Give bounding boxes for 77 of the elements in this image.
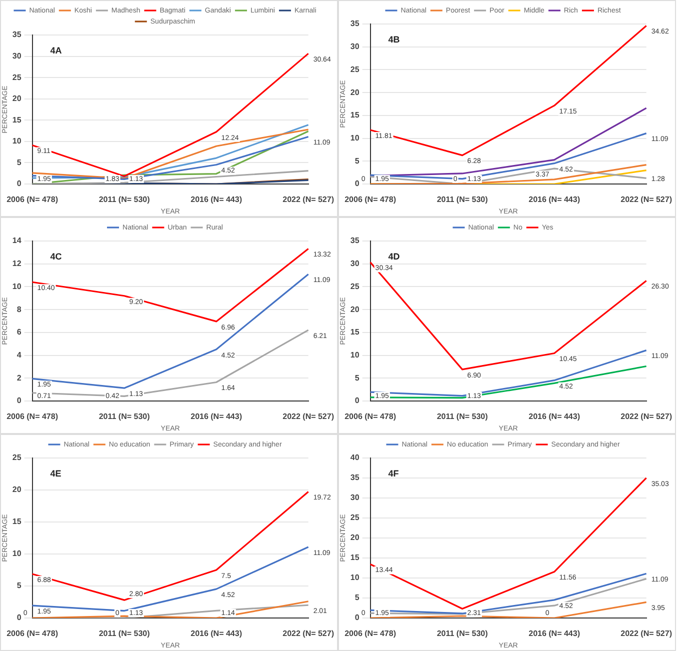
y-tick-label: 2 (16, 373, 22, 382)
x-tick-label: 2016 (N= 443) (528, 195, 580, 204)
x-tick-label: 2016 (N= 443) (190, 629, 242, 638)
y-tick-label: 0 (354, 396, 360, 406)
x-tick-label: 2011 (N= 530) (98, 629, 150, 638)
annotation: 4C (50, 251, 62, 262)
annotation: 4B (388, 34, 400, 44)
y-tick-label: 5 (354, 156, 360, 166)
x-tick-label: 2016 (N= 443) (190, 195, 242, 204)
y-tick-label: 0 (354, 613, 360, 622)
y-tick-label: 5 (354, 373, 360, 382)
x-tick-label: 2016 (N= 443) (528, 629, 580, 638)
y-tick-label: 5 (16, 158, 22, 167)
y-tick-label: 10 (12, 282, 22, 291)
y-tick-label: 15 (350, 328, 360, 337)
x-tick-label: 2006 (N= 478) (6, 629, 58, 638)
y-tick-label: 10 (350, 573, 360, 582)
x-tick-label: 2011 (N= 530) (436, 195, 488, 204)
y-tick-label: 10 (350, 133, 360, 142)
annotation: 4E (50, 468, 62, 478)
y-tick-label: 20 (350, 533, 360, 542)
y-tick-label: 12 (12, 259, 22, 268)
y-tick-label: 25 (350, 282, 360, 291)
y-tick-label: 35 (12, 30, 22, 40)
x-tick-label: 2022 (N= 527) (620, 629, 672, 638)
x-tick-label: 2022 (N= 527) (282, 195, 334, 204)
x-tick-label: 2011 (N= 530) (98, 412, 150, 422)
y-tick-label: 30 (350, 42, 360, 52)
y-tick-label: 15 (12, 115, 22, 124)
y-tick-label: 20 (350, 88, 360, 97)
y-tick-label: 20 (12, 94, 22, 104)
y-tick-label: 6 (16, 328, 22, 337)
y-tick-label: 20 (12, 485, 22, 494)
y-tick-label: 30 (350, 493, 360, 502)
y-tick-label: 0 (16, 179, 22, 188)
y-tick-label: 35 (350, 473, 360, 482)
y-tick-label: 15 (350, 110, 360, 120)
y-tick-label: 0 (16, 613, 22, 622)
y-tick-label: 25 (12, 72, 22, 82)
y-tick-label: 8 (16, 304, 22, 314)
y-tick-label: 25 (350, 513, 360, 522)
y-tick-label: 40 (350, 453, 360, 462)
x-tick-label: 2006 (N= 478) (344, 195, 396, 204)
y-tick-label: 10 (350, 350, 360, 360)
x-tick-label: 2006 (N= 478) (344, 412, 396, 422)
y-tick-label: 0 (354, 179, 360, 188)
y-tick-label: 10 (12, 136, 22, 146)
y-tick-label: 0 (16, 396, 22, 406)
y-tick-label: 15 (350, 553, 360, 562)
y-tick-label: 30 (12, 51, 22, 60)
y-tick-label: 25 (350, 64, 360, 74)
y-tick-label: 30 (350, 259, 360, 268)
x-tick-label: 2011 (N= 530) (98, 195, 150, 204)
y-tick-label: 5 (354, 593, 360, 602)
x-tick-label: 2022 (N= 527) (620, 412, 672, 422)
x-tick-label: 2016 (N= 443) (528, 412, 580, 422)
x-tick-label: 2022 (N= 527) (620, 195, 672, 204)
y-tick-label: 25 (12, 453, 22, 462)
x-tick-label: 2006 (N= 478) (6, 412, 58, 422)
y-tick-label: 14 (12, 236, 22, 246)
y-tick-label: 20 (350, 304, 360, 314)
y-tick-label: 4 (16, 350, 22, 360)
annotation: 4F (388, 468, 400, 478)
y-tick-label: 5 (16, 581, 22, 590)
y-tick-label: 35 (350, 236, 360, 246)
y-tick-label: 10 (12, 549, 22, 558)
annotation: 4A (50, 45, 62, 56)
y-tick-label: 35 (350, 19, 360, 28)
x-tick-label: 2016 (N= 443) (190, 412, 242, 422)
y-tick-label: 15 (12, 517, 22, 526)
x-tick-label: 2011 (N= 530) (436, 412, 488, 422)
x-tick-label: 2006 (N= 478) (6, 195, 58, 204)
x-tick-label: 2011 (N= 530) (436, 629, 488, 638)
x-tick-label: 2006 (N= 478) (344, 629, 396, 638)
x-tick-label: 2022 (N= 527) (282, 629, 334, 638)
x-tick-label: 2022 (N= 527) (282, 412, 334, 422)
annotation: 4D (388, 251, 400, 262)
